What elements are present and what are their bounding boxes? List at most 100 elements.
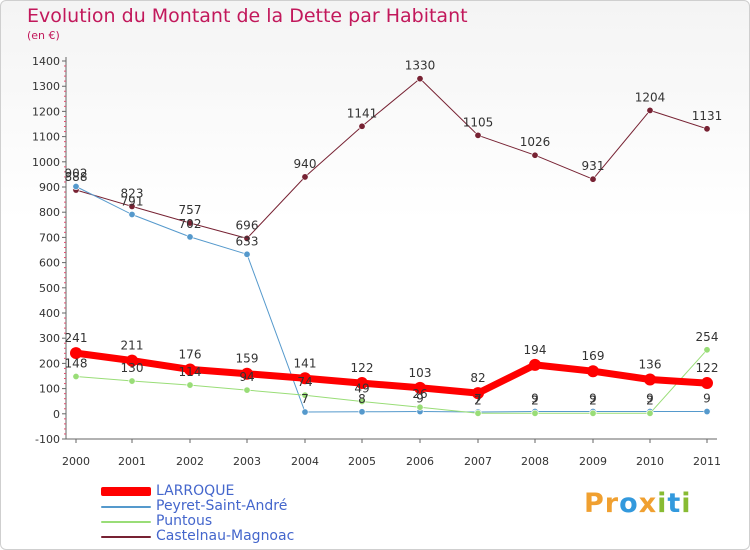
y-tick-label: 900 <box>39 181 60 194</box>
data-label: 2 <box>589 393 597 407</box>
y-tick-label: 500 <box>39 282 60 295</box>
data-point <box>70 347 82 360</box>
x-tick-label: 2004 <box>291 455 319 468</box>
data-label: 633 <box>236 234 259 248</box>
x-tick-label: 2005 <box>348 455 376 468</box>
data-label: 74 <box>297 375 312 389</box>
data-point <box>126 354 138 367</box>
data-label: 9 <box>646 392 654 406</box>
data-point <box>241 367 253 380</box>
legend-label: Castelnau-Magnoac <box>156 528 295 544</box>
y-tick-label: 100 <box>39 383 60 396</box>
data-label: 176 <box>179 347 202 361</box>
legend-label: LARROQUE <box>156 483 235 499</box>
x-tick-label: 2003 <box>233 455 261 468</box>
data-label: 2 <box>646 393 654 407</box>
data-point <box>299 372 311 385</box>
data-point <box>589 175 597 183</box>
data-point <box>703 125 711 133</box>
series-line <box>75 78 708 239</box>
data-point <box>301 408 309 416</box>
data-label: 136 <box>639 358 662 372</box>
data-label: 82 <box>470 371 485 385</box>
data-point <box>416 75 424 83</box>
legend-swatch <box>101 536 151 538</box>
x-tick-label: 2001 <box>118 455 146 468</box>
x-tick-label: 2007 <box>464 455 492 468</box>
data-point <box>128 210 136 218</box>
data-label: 931 <box>582 159 605 173</box>
data-point <box>358 122 366 130</box>
data-label: 823 <box>121 186 144 200</box>
y-tick-label: 1300 <box>32 80 60 93</box>
data-label: 9 <box>416 392 424 406</box>
series-lines <box>70 75 713 417</box>
data-point <box>128 202 136 210</box>
y-tick-label: 800 <box>39 206 60 219</box>
data-point <box>243 386 251 394</box>
chart-title: Evolution du Montant de la Dette par Hab… <box>27 5 468 27</box>
data-label: 103 <box>409 366 432 380</box>
proxiti-logo: Proxiti <box>584 488 692 519</box>
data-point <box>644 373 656 386</box>
data-label: 7 <box>474 392 482 406</box>
y-tick-label: 1400 <box>32 55 60 68</box>
data-label: 902 <box>65 166 88 180</box>
data-label: 888 <box>65 170 88 184</box>
data-label: 8 <box>358 392 366 406</box>
x-tick-label: 2009 <box>579 455 607 468</box>
data-point <box>703 346 711 354</box>
data-label: 211 <box>121 339 144 353</box>
legend-swatch <box>101 487 151 496</box>
series-line <box>75 186 708 413</box>
y-tick-label: 1200 <box>32 105 60 118</box>
data-point <box>243 234 251 242</box>
data-label: 9 <box>589 392 597 406</box>
x-tick-label: 2011 <box>693 455 721 468</box>
data-point <box>531 151 539 159</box>
data-label: 169 <box>582 349 605 363</box>
data-label: 141 <box>294 356 317 370</box>
data-point <box>356 377 368 390</box>
data-point <box>531 409 539 417</box>
data-label: 148 <box>65 357 88 371</box>
legend-label: Peyret-Saint-André <box>156 498 288 514</box>
data-label: 1131 <box>692 109 723 123</box>
data-label: 1026 <box>520 135 551 149</box>
y-tick-label: 1100 <box>32 131 60 144</box>
legend-swatch <box>101 506 151 508</box>
data-label: 130 <box>121 361 144 375</box>
data-point <box>529 358 541 371</box>
data-label: 696 <box>236 218 259 232</box>
y-tick-label: 700 <box>39 231 60 244</box>
data-point <box>243 250 251 258</box>
data-point <box>589 409 597 417</box>
y-tick-label: 1000 <box>32 156 60 169</box>
data-label: 2 <box>531 393 539 407</box>
data-point <box>587 365 599 378</box>
data-label: 9 <box>531 392 539 406</box>
chart-unit-label: (en €) <box>27 29 60 42</box>
data-label: 94 <box>239 370 254 384</box>
data-point <box>186 233 194 241</box>
legend-label: Puntous <box>156 513 213 529</box>
data-label: 122 <box>351 361 374 375</box>
logo-letter: i <box>681 488 692 519</box>
x-tick-label: 2010 <box>636 455 664 468</box>
data-point <box>646 106 654 114</box>
data-label: 702 <box>179 217 202 231</box>
data-point <box>358 408 366 416</box>
y-tick-label: 0 <box>53 408 60 421</box>
data-point <box>701 377 713 390</box>
logo-letter: x <box>638 488 658 519</box>
data-label: 7 <box>301 392 309 406</box>
y-tick-label: 300 <box>39 332 60 345</box>
data-point <box>703 408 711 416</box>
logo-letter: i <box>657 488 668 519</box>
data-point <box>186 381 194 389</box>
logo-letter: P <box>584 488 605 519</box>
logo-letter: o <box>619 488 639 519</box>
data-point <box>301 391 309 399</box>
logo-letter: t <box>667 488 682 519</box>
